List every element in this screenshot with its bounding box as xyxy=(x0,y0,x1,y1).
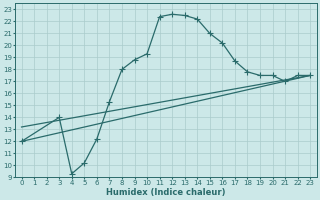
X-axis label: Humidex (Indice chaleur): Humidex (Indice chaleur) xyxy=(106,188,226,197)
